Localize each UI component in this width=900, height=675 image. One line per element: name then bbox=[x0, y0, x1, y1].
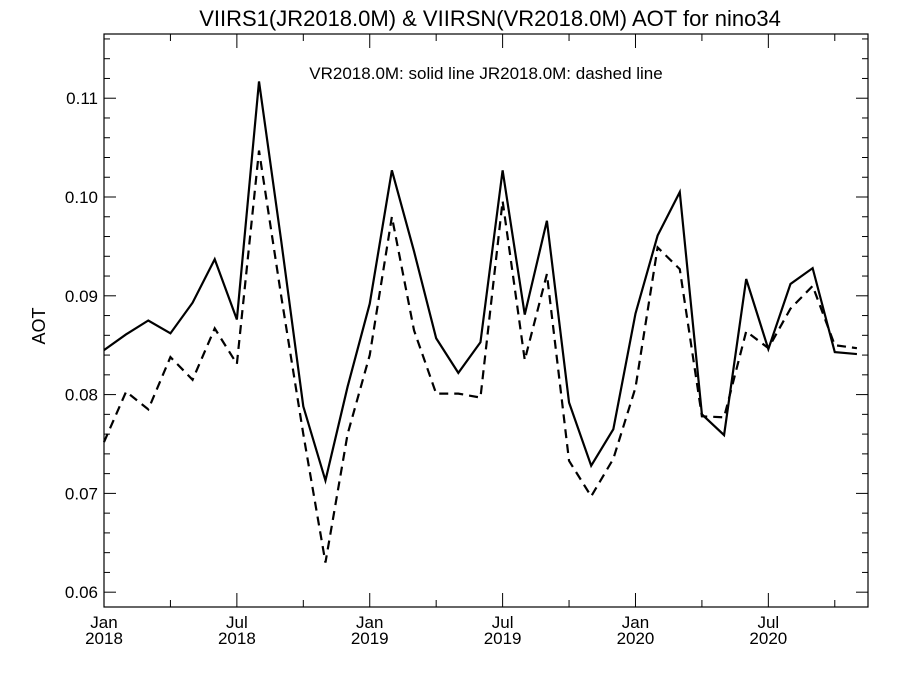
x-tick-year: 2020 bbox=[749, 629, 787, 648]
x-tick-month: Jan bbox=[90, 613, 117, 632]
series-JR2018.0M-line bbox=[102, 150, 858, 563]
y-tick-label: 0.11 bbox=[66, 89, 98, 108]
x-tick-year: 2020 bbox=[617, 629, 655, 648]
x-tick-month: Jul bbox=[226, 613, 248, 632]
chart-title: VIIRS1(JR2018.0M) & VIIRSN(VR2018.0M) AO… bbox=[199, 6, 781, 31]
y-axis-label: AOT bbox=[29, 307, 49, 344]
plot-frame bbox=[103, 33, 869, 608]
x-tick-year: 2018 bbox=[218, 629, 256, 648]
x-tick-labels: Jan2018Jul2018Jan2019Jul2019Jan2020Jul20… bbox=[85, 613, 787, 648]
series-layer bbox=[102, 81, 858, 563]
x-tick-year: 2018 bbox=[85, 629, 123, 648]
y-tick-label: 0.08 bbox=[65, 386, 98, 405]
x-tick-month: Jul bbox=[757, 613, 779, 632]
x-tick-month: Jan bbox=[622, 613, 649, 632]
y-tick-label: 0.09 bbox=[65, 287, 98, 306]
y-tick-labels: 0.06 0.07 0.08 0.09 0.10 0.11 bbox=[65, 89, 98, 602]
x-tick-month: Jul bbox=[492, 613, 514, 632]
y-tick-label: 0.06 bbox=[65, 583, 98, 602]
chart-subtitle: VR2018.0M: solid line JR2018.0M: dashed … bbox=[309, 64, 662, 83]
axis-ticks bbox=[103, 34, 868, 607]
y-tick-label: 0.07 bbox=[65, 484, 98, 503]
x-tick-month: Jan bbox=[356, 613, 383, 632]
series-VR2018.0M-line bbox=[103, 81, 858, 485]
x-tick-year: 2019 bbox=[351, 629, 389, 648]
y-tick-label: 0.10 bbox=[65, 188, 98, 207]
x-tick-year: 2019 bbox=[484, 629, 522, 648]
